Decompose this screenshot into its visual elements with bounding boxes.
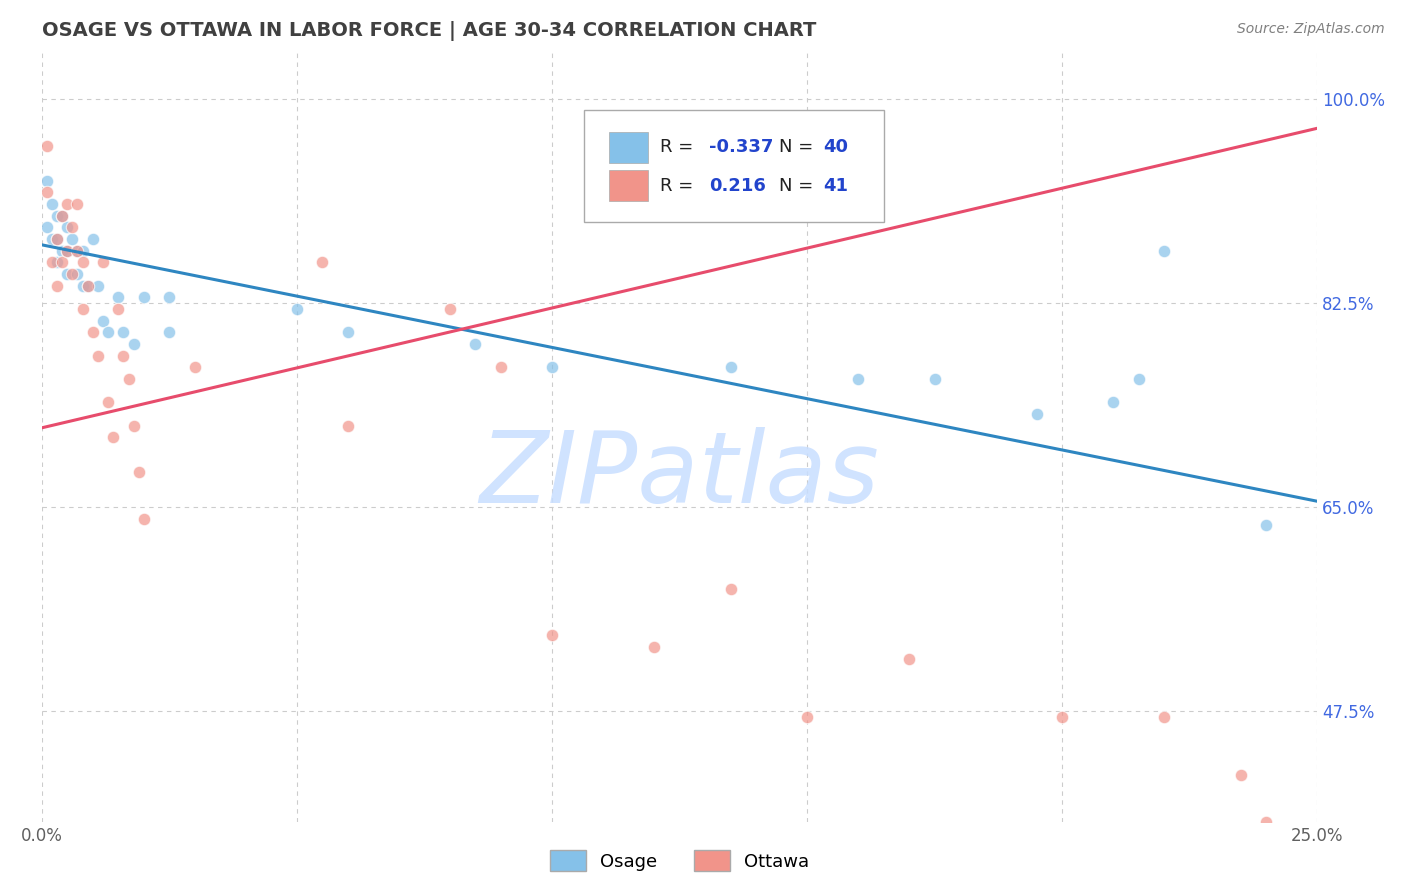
Legend: Osage, Ottawa: Osage, Ottawa (543, 843, 817, 879)
Point (541, 628, 564, 642)
Point (720, 360, 742, 375)
Text: N =: N = (779, 138, 813, 156)
Point (41, 255, 63, 269)
Point (122, 418, 145, 433)
Point (336, 325, 359, 339)
Point (122, 337, 145, 351)
Point (51, 209, 73, 223)
Point (66, 244, 89, 258)
Point (46, 232, 69, 246)
Point (72, 244, 94, 258)
Point (1256, 814, 1278, 829)
Point (35, 186, 58, 200)
Point (51, 209, 73, 223)
Point (56, 267, 79, 281)
Point (46, 278, 69, 293)
Point (1153, 244, 1175, 258)
Point (846, 372, 869, 386)
Text: R =: R = (661, 138, 693, 156)
Point (66, 244, 89, 258)
Point (720, 582, 742, 596)
Point (82, 232, 104, 246)
Point (924, 372, 946, 386)
Point (311, 255, 333, 269)
Point (72, 255, 94, 269)
Point (1050, 710, 1073, 724)
Point (76, 278, 98, 293)
Point (898, 651, 921, 665)
Point (643, 640, 665, 654)
Text: 41: 41 (824, 177, 849, 194)
Point (107, 290, 129, 304)
Point (72, 278, 94, 293)
Point (1128, 372, 1150, 386)
Point (46, 232, 69, 246)
Point (35, 174, 58, 188)
Text: R =: R = (661, 177, 693, 194)
Point (1025, 407, 1047, 421)
Point (60, 232, 83, 246)
Point (82, 325, 104, 339)
Point (56, 244, 79, 258)
Point (464, 337, 486, 351)
Point (97, 395, 120, 409)
Text: N =: N = (779, 177, 813, 194)
Point (41, 232, 63, 246)
Point (336, 418, 359, 433)
Point (41, 197, 63, 211)
Point (60, 220, 83, 235)
Point (60, 267, 83, 281)
Point (56, 220, 79, 235)
Point (56, 197, 79, 211)
Point (66, 267, 89, 281)
Point (87, 278, 110, 293)
Point (35, 220, 58, 235)
Point (91, 255, 114, 269)
Point (35, 138, 58, 153)
Point (112, 325, 135, 339)
Point (157, 325, 180, 339)
FancyBboxPatch shape (583, 111, 883, 222)
Point (1229, 768, 1251, 782)
Text: ZIPatlas: ZIPatlas (479, 427, 880, 524)
Point (157, 290, 180, 304)
Point (46, 255, 69, 269)
Text: OSAGE VS OTTAWA IN LABOR FORCE | AGE 30-34 CORRELATION CHART: OSAGE VS OTTAWA IN LABOR FORCE | AGE 30-… (42, 21, 815, 41)
Text: 0.216: 0.216 (709, 177, 766, 194)
Point (103, 430, 125, 444)
Point (541, 360, 564, 375)
Point (117, 372, 139, 386)
Point (51, 255, 73, 269)
Point (107, 301, 129, 316)
Text: Source: ZipAtlas.com: Source: ZipAtlas.com (1237, 22, 1385, 37)
Point (97, 325, 120, 339)
Point (1153, 710, 1175, 724)
Point (72, 301, 94, 316)
Point (132, 512, 155, 526)
Point (285, 301, 308, 316)
Point (66, 197, 89, 211)
Bar (609, 132, 648, 162)
Point (112, 349, 135, 363)
Point (184, 360, 207, 375)
Point (46, 209, 69, 223)
Point (76, 278, 98, 293)
Text: -0.337: -0.337 (709, 138, 773, 156)
Text: 40: 40 (824, 138, 849, 156)
Point (56, 244, 79, 258)
Point (132, 290, 155, 304)
Point (87, 349, 110, 363)
Point (1256, 517, 1278, 532)
Bar (609, 170, 648, 201)
Point (439, 301, 461, 316)
Point (128, 465, 150, 479)
Point (489, 360, 512, 375)
Point (51, 244, 73, 258)
Point (1102, 395, 1125, 409)
Point (796, 710, 818, 724)
Point (91, 313, 114, 327)
